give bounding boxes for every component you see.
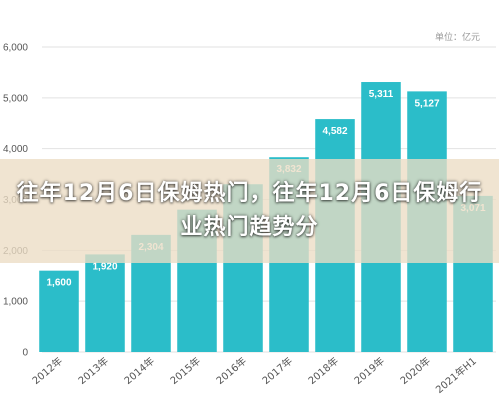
- data-label: 1,920: [92, 261, 117, 272]
- x-tick-label: 2015年: [167, 354, 203, 387]
- x-tick-label: 2012年: [29, 354, 65, 387]
- data-label: 1,600: [46, 278, 71, 289]
- unit-label: 单位：亿元: [435, 31, 480, 43]
- y-tick-label: 4,000: [3, 144, 28, 155]
- x-tick-label: 2013年: [75, 354, 111, 387]
- data-label: 5,311: [369, 89, 394, 100]
- bar-2012年: [39, 270, 79, 352]
- x-tick-label: 2020年: [397, 354, 433, 387]
- x-tick-label: 2019年: [351, 354, 387, 387]
- y-tick-label: 0: [22, 348, 28, 359]
- x-tick-label: 2018年: [305, 354, 341, 387]
- headline-text: 往年12月6日保姆热门，往年12月6日保姆行业热门趋势分: [16, 181, 483, 240]
- y-tick-label: 6,000: [3, 43, 28, 54]
- headline-banner: 往年12月6日保姆热门，往年12月6日保姆行业热门趋势分: [0, 159, 499, 263]
- x-tick-label: 2016年: [213, 354, 249, 387]
- y-tick-label: 5,000: [3, 93, 28, 104]
- bar-2013年: [85, 254, 125, 352]
- data-label: 4,582: [322, 126, 347, 137]
- data-label: 5,127: [414, 98, 439, 109]
- x-tick-label: 2021年H1: [433, 354, 479, 396]
- x-tick-label: 2017年: [259, 354, 295, 387]
- x-tick-label: 2014年: [121, 354, 157, 387]
- y-tick-label: 1,000: [3, 297, 28, 308]
